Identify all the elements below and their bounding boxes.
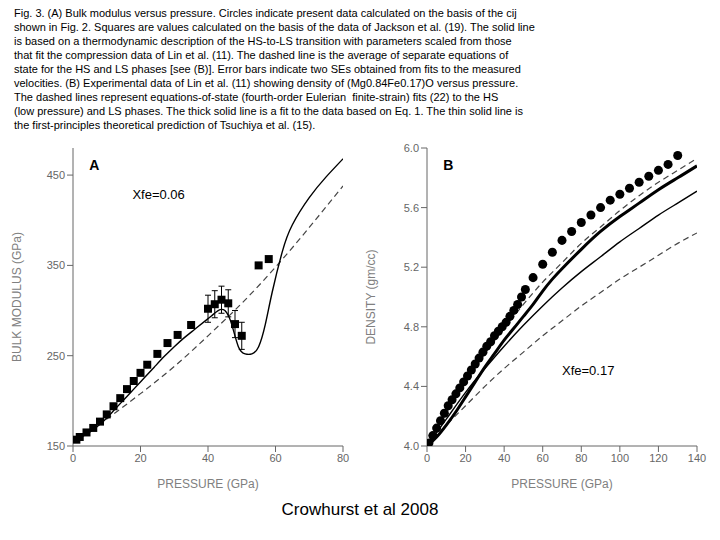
svg-text:0: 0 [70,452,76,464]
html-text:that fit the compression data: that fit the compression data of Lin et … [14,49,509,61]
svg-text:PRESSURE (GPa): PRESSURE (GPa) [157,477,258,491]
svg-text:60: 60 [537,452,549,464]
html-text:velocities. (B) Experimental d: velocities. (B) Experimental data of Lin… [14,77,519,89]
svg-text:PRESSURE (GPa): PRESSURE (GPa) [511,477,612,491]
svg-text:120: 120 [649,452,667,464]
html-text:The dashed lines represent equ: The dashed lines represent equations-of-… [14,91,499,103]
html-text:(low pressure) and LS phases.: (low pressure) and LS phases. The thick … [14,105,523,117]
svg-text:5.2: 5.2 [404,261,419,273]
svg-text:150: 150 [47,440,65,452]
svg-text:450: 450 [47,169,65,181]
svg-text:40: 40 [202,452,214,464]
svg-text:6.0: 6.0 [404,142,419,154]
svg-text:100: 100 [611,452,629,464]
svg-text:4.8: 4.8 [404,321,419,333]
html-text:B: B [443,156,454,173]
svg-text:0: 0 [424,452,430,464]
svg-text:140: 140 [688,452,706,464]
svg-text:DENSITY (gm/cc): DENSITY (gm/cc) [364,249,378,344]
html-text:Fig. 3. (A) Bulk modulus versu: Fig. 3. (A) Bulk modulus versus pressure… [14,7,517,19]
html-text:Xfe=0.06: Xfe=0.06 [132,186,185,202]
svg-text:4.0: 4.0 [404,440,419,452]
svg-text:40: 40 [498,452,510,464]
svg-text:BULK MODULUS (GPa): BULK MODULUS (GPa) [10,232,24,362]
html-text:Crowhurst et al 2008: Crowhurst et al 2008 [281,500,439,519]
svg-text:80: 80 [575,452,587,464]
svg-text:60: 60 [269,452,281,464]
svg-text:80: 80 [337,452,349,464]
html-text:is based on a thermodynamic de: is based on a thermodynamic description … [14,35,512,47]
html-text:Xfe=0.17: Xfe=0.17 [562,362,615,378]
html-text:state for the HS and LS phases: state for the HS and LS phases [see (B)]… [14,63,521,75]
svg-text:350: 350 [47,259,65,271]
svg-text:20: 20 [134,452,146,464]
svg-text:250: 250 [47,350,65,362]
svg-text:4.4: 4.4 [404,380,419,392]
svg-text:5.6: 5.6 [404,202,419,214]
html-text:the first-principles theoretic: the first-principles theoretical predict… [14,119,316,131]
html-text:A: A [89,156,100,173]
svg-text:20: 20 [459,452,471,464]
html-text:shown in Fig. 2. Squares are v: shown in Fig. 2. Squares are values calc… [14,21,535,33]
